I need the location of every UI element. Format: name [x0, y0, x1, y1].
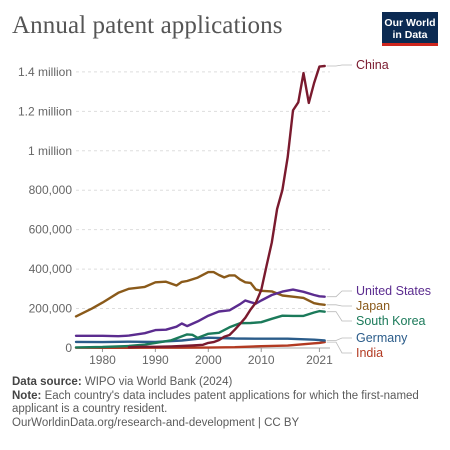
leader-line — [326, 311, 352, 322]
leader-line — [326, 290, 352, 298]
series-line-china — [127, 64, 326, 349]
y-tick-label: 1 million — [28, 144, 72, 158]
series-label-united-states: United States — [356, 284, 431, 298]
series-label-japan: Japan — [356, 299, 390, 313]
series-label-china: China — [356, 58, 389, 72]
logo-line-2: in Data — [392, 29, 428, 41]
grid-layer: 0 200,000 400,000 600,000 800,000 1 million 1.… — [18, 65, 333, 367]
series-line-india — [74, 340, 326, 349]
x-tick-label: 2010 — [248, 353, 275, 367]
source-label: Data source: — [12, 376, 82, 388]
logo-accent-bar — [382, 43, 438, 46]
y-tick-label: 800,000 — [29, 183, 73, 197]
note-line: Note: Each country's data includes paten… — [12, 390, 442, 417]
logo-line-1: Our World — [384, 17, 436, 29]
series-line-south-korea — [74, 309, 326, 349]
series-label-india: India — [356, 346, 383, 360]
source-text: WIPO via World Bank (2024) — [84, 376, 233, 388]
y-tick-label: 1.4 million — [18, 65, 72, 79]
x-tick-label: 1980 — [89, 353, 116, 367]
note-label: Note: — [12, 389, 42, 402]
series-line-germany — [74, 336, 326, 344]
y-tick-label: 600,000 — [29, 223, 73, 237]
note-text: Each country's data includes patent appl… — [12, 389, 419, 416]
leader-line — [326, 341, 352, 354]
chart-title: Annual patent applications — [12, 12, 283, 39]
chart-footer: Data source: WIPO via World Bank (2024) … — [12, 376, 442, 430]
owid-logo[interactable]: Our World in Data — [382, 12, 438, 46]
leader-line — [326, 337, 352, 341]
source-url[interactable]: OurWorldinData.org/research-and-developm… — [12, 416, 255, 429]
y-tick-label: 400,000 — [29, 262, 73, 276]
leader-line — [326, 304, 352, 307]
x-tick-label: 1990 — [142, 353, 169, 367]
url-line: OurWorldinData.org/research-and-developm… — [12, 417, 442, 431]
series-line-japan — [74, 270, 326, 318]
leader-line — [326, 64, 352, 67]
license-text: | CC BY — [257, 416, 300, 429]
y-tick-label: 0 — [65, 341, 72, 355]
y-tick-label: 200,000 — [29, 302, 73, 316]
series-label-germany: Germany — [356, 331, 408, 345]
source-line: Data source: WIPO via World Bank (2024) — [12, 376, 442, 390]
series-label-south-korea: South Korea — [356, 314, 426, 328]
x-tick-label: 2000 — [195, 353, 222, 367]
series-lines — [74, 64, 326, 349]
y-tick-label: 1.2 million — [18, 104, 72, 118]
x-tick-label: 2021 — [306, 353, 333, 367]
series-line-united-states — [74, 288, 326, 338]
